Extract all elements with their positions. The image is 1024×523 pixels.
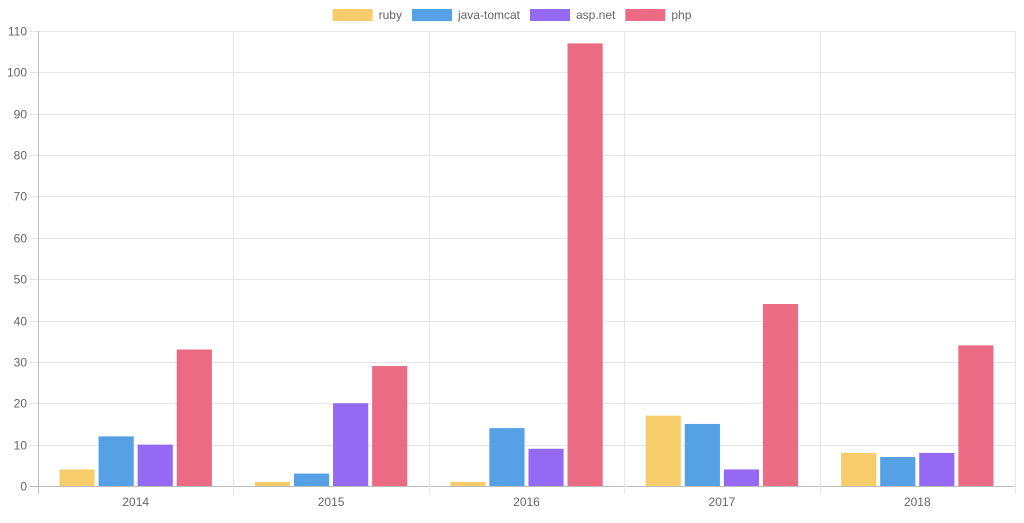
bar-php-2016[interactable] <box>567 43 603 486</box>
x-tick-label: 2016 <box>513 495 540 509</box>
legend-label: java-tomcat <box>457 8 521 22</box>
bar-java-tomcat-2016[interactable] <box>489 428 525 486</box>
bar-php-2015[interactable] <box>372 366 408 486</box>
y-tick-label: 80 <box>14 149 28 163</box>
legend-label: ruby <box>379 8 402 22</box>
bar-asp.net-2016[interactable] <box>528 448 564 486</box>
y-tick-label: 0 <box>20 480 27 494</box>
y-tick-label: 90 <box>14 108 28 122</box>
bar-ruby-2015[interactable] <box>254 481 291 486</box>
y-tick-label: 40 <box>14 315 28 329</box>
legend-swatch <box>529 9 570 21</box>
bar-php-2014[interactable] <box>176 349 212 487</box>
legend-item-ruby[interactable]: ruby <box>332 8 402 22</box>
x-tick-label: 2014 <box>122 495 149 509</box>
y-tick-label: 100 <box>7 66 27 80</box>
legend-swatch <box>625 9 666 21</box>
axes: 0 10 20 30 40 50 60 70 80 90 100 110 2014 2015 2016 201… <box>7 25 931 510</box>
x-tick-label: 2018 <box>904 495 931 509</box>
y-tick-label: 60 <box>14 232 28 246</box>
bars <box>59 43 994 487</box>
bar-asp.net-2015[interactable] <box>333 403 369 486</box>
legend-label: asp.net <box>576 8 616 22</box>
legend[interactable]: ruby java-tomcat asp.net php <box>332 8 692 22</box>
y-tick-label: 110 <box>8 25 27 39</box>
bar-java-tomcat-2014[interactable] <box>98 436 134 486</box>
gridlines <box>30 31 1016 494</box>
y-tick-label: 30 <box>14 356 28 370</box>
y-tick-label: 70 <box>14 190 28 204</box>
bar-ruby-2017[interactable] <box>645 415 681 486</box>
bar-php-2018[interactable] <box>958 345 994 486</box>
legend-swatch <box>332 9 373 21</box>
bar-ruby-2014[interactable] <box>59 469 95 486</box>
y-tick-label: 10 <box>14 439 28 453</box>
bar-java-tomcat-2018[interactable] <box>880 457 916 486</box>
y-tick-label: 20 <box>14 397 28 411</box>
bar-asp.net-2018[interactable] <box>919 452 955 486</box>
legend-item-php[interactable]: php <box>625 8 692 22</box>
y-tick-label: 50 <box>14 273 28 287</box>
legend-item-java-tomcat[interactable]: java-tomcat <box>411 8 521 22</box>
bar-java-tomcat-2015[interactable] <box>293 473 330 486</box>
legend-item-asp.net[interactable]: asp.net <box>529 8 616 22</box>
x-tick-label: 2017 <box>709 495 736 509</box>
bar-ruby-2018[interactable] <box>841 452 877 486</box>
bar-asp.net-2017[interactable] <box>723 469 760 486</box>
x-tick-label: 2015 <box>318 495 345 509</box>
legend-label: php <box>671 8 691 22</box>
bar-java-tomcat-2017[interactable] <box>684 423 720 486</box>
bar-php-2017[interactable] <box>762 304 799 486</box>
legend-swatch <box>411 9 452 21</box>
bar-asp.net-2014[interactable] <box>137 444 173 486</box>
bar-ruby-2016[interactable] <box>450 481 486 486</box>
